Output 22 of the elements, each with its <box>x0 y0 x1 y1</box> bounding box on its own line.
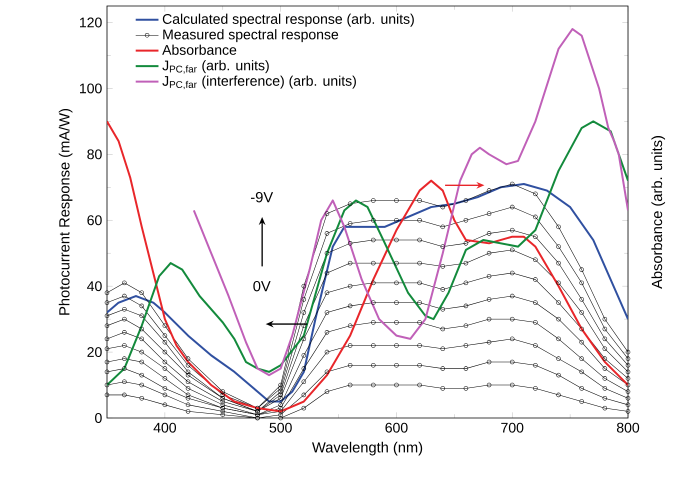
y-tick-label: 40 <box>87 281 102 292</box>
y-tick-label: 60 <box>87 215 102 226</box>
y-tick-label: 20 <box>87 347 102 358</box>
x-tick-label: 700 <box>501 422 524 433</box>
legend-label: J$_{PC,far}$ (arb. units) <box>162 60 269 74</box>
y-axis-title: Photocurrent Response (mA/W) <box>58 109 72 315</box>
x-tick-label: 500 <box>270 422 292 433</box>
x-tick-label: 400 <box>154 422 176 433</box>
x-tick-label: 800 <box>616 422 640 433</box>
y-tick-label: 120 <box>80 18 102 28</box>
y-tick-label: 80 <box>87 149 102 160</box>
legend-label: Calculated spectral response (arb. units) <box>162 14 414 27</box>
y-tick-label: 100 <box>80 83 102 94</box>
y-tick-label: 0 <box>95 413 102 423</box>
annotation: 0V <box>253 280 271 292</box>
x-tick-label: 600 <box>385 422 408 433</box>
annotation: -9V <box>250 192 274 202</box>
legend-label: Absorbance <box>162 44 236 55</box>
legend-label: Measured spectral response <box>163 29 338 42</box>
x-axis-title: Wavelength (nm) <box>312 442 422 456</box>
legend-label: J$_{PC,far}$ (interference) (arb. units) <box>162 76 356 90</box>
y2-axis-title: Absorbance (arb. units) <box>651 136 666 289</box>
